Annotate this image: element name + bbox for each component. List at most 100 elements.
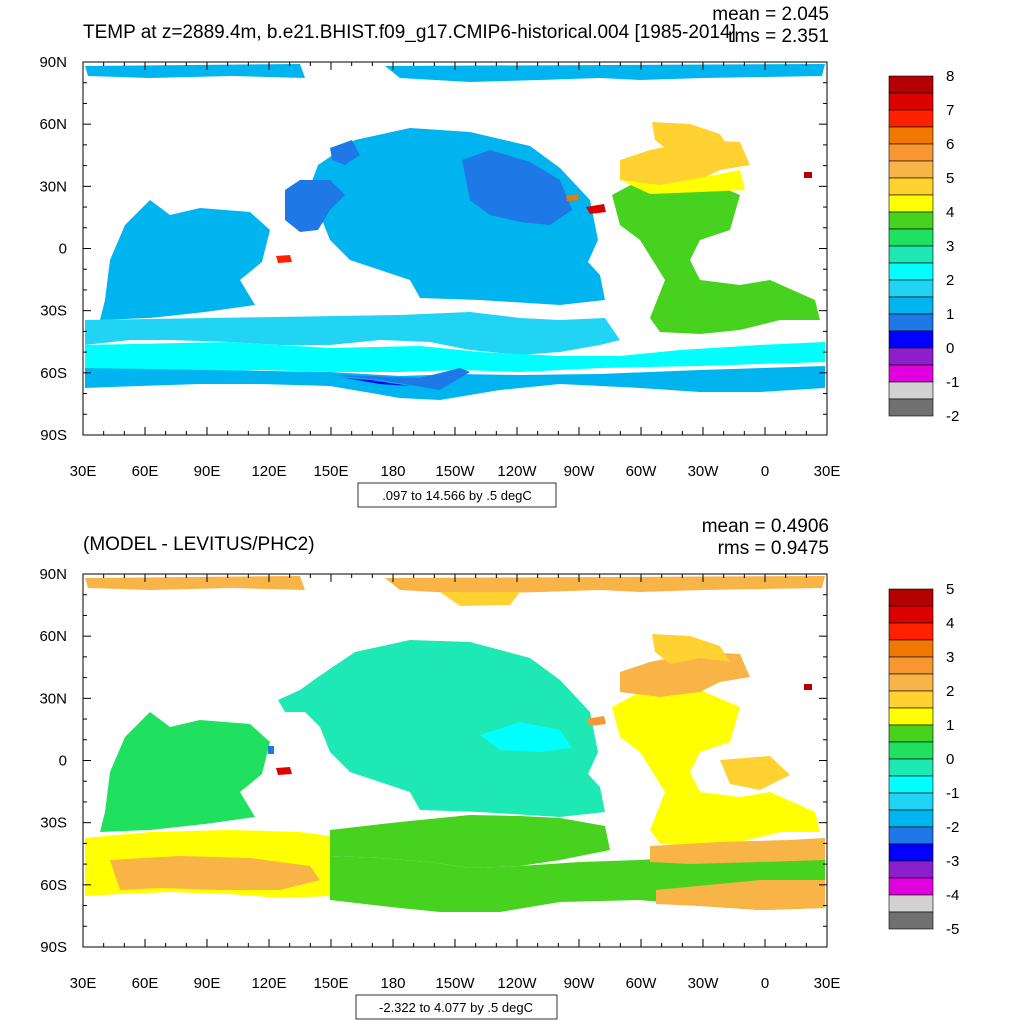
colorbar-swatch <box>888 724 934 743</box>
x-tick-label: 150W <box>435 975 475 992</box>
region-npacific-deep <box>462 150 572 225</box>
panel-1: TEMP at z=2889.4m, b.e21.BHIST.f09_g17.C… <box>39 4 959 508</box>
x-tick-label: 0 <box>761 463 769 480</box>
region-gulf <box>566 194 579 201</box>
panel-2: (MODEL - LEVITUS/PHC2) mean = 0.4906 rms… <box>39 516 959 1020</box>
region-southern-indian-warm <box>110 856 320 890</box>
region-antarctic-margin <box>85 366 825 400</box>
colorbar-swatch <box>888 758 934 777</box>
x-tick-label: 60W <box>626 463 658 480</box>
region-indian <box>100 200 270 320</box>
region-nw-marginal <box>285 180 345 232</box>
colorbar-label: -2 <box>946 408 959 425</box>
panel-1-range-label: .097 to 14.566 by .5 degC <box>382 488 532 503</box>
colorbar-swatch <box>888 656 934 675</box>
colorbar-swatch <box>888 75 934 94</box>
colorbar-swatch <box>888 347 934 366</box>
y-tick-label: 60N <box>39 628 67 645</box>
panel-2-frame: 30E 60E 90E 120E 150E 180 150W 120W 90W 60W 30W 0 30… <box>39 566 840 992</box>
colorbar-swatch <box>888 860 934 879</box>
panel-2-mean: mean = 0.4906 <box>702 516 829 537</box>
region-okhotsk <box>330 140 360 165</box>
y-tick-label: 60S <box>40 877 67 894</box>
colorbar-swatch <box>888 673 934 692</box>
colorbar-swatch <box>888 109 934 128</box>
colorbar-swatch <box>888 126 934 145</box>
region-labrador <box>620 652 750 697</box>
colorbar-label: -2 <box>946 819 959 836</box>
region-mediterranean <box>804 172 812 178</box>
panel-1-title: TEMP at z=2889.4m, b.e21.BHIST.f09_g17.C… <box>83 22 736 43</box>
colorbar-label: 2 <box>946 683 954 700</box>
colorbar-swatch <box>888 330 934 349</box>
x-tick-label: 30E <box>70 463 97 480</box>
x-tick-label: 90W <box>564 463 596 480</box>
region-arctic-yellow <box>440 592 520 606</box>
colorbar-label: 4 <box>946 204 954 221</box>
colorbar-swatch <box>888 622 934 641</box>
region-south-atlantic-warm <box>720 756 790 790</box>
colorbar-label: -1 <box>946 374 959 391</box>
region-arctic <box>85 576 305 590</box>
region-cold-spot <box>268 746 274 754</box>
region-greenland <box>652 634 730 664</box>
y-tick-label: 60N <box>39 116 67 133</box>
region-south-atlantic-band <box>650 838 825 864</box>
colorbar-label: -4 <box>946 887 959 904</box>
region-south-pacific <box>330 815 610 868</box>
y-tick-label: 90S <box>40 427 67 444</box>
colorbar-label: -5 <box>946 921 959 938</box>
region-ne-pacific <box>480 722 572 752</box>
y-tick-label: 90N <box>39 566 67 583</box>
y-tick-label: 90S <box>40 939 67 956</box>
colorbar-swatch <box>888 313 934 332</box>
colorbar-swatch <box>888 911 934 930</box>
colorbar-label: 2 <box>946 272 954 289</box>
y-tick-label: 0 <box>59 241 67 258</box>
x-tick-label: 120W <box>497 975 537 992</box>
colorbar-swatch <box>888 228 934 247</box>
colorbar-swatch <box>888 605 934 624</box>
x-tick-label: 30W <box>688 463 720 480</box>
region-warm-spot <box>276 255 292 263</box>
x-tick-label: 60E <box>132 975 159 992</box>
colorbar-label: 8 <box>946 68 954 85</box>
colorbar-swatch <box>888 877 934 896</box>
colorbar-label: 0 <box>946 751 954 768</box>
colorbar-swatch <box>888 639 934 658</box>
colorbar-label: 4 <box>946 615 954 632</box>
y-tick-label: 30N <box>39 178 67 195</box>
region-ross-sea <box>330 368 470 390</box>
x-tick-label: 60W <box>626 975 658 992</box>
panel-1-rms: rms = 2.351 <box>728 26 829 47</box>
region-southern-ocean <box>85 342 825 372</box>
colorbar-label: 0 <box>946 340 954 357</box>
colorbar-swatch <box>888 92 934 111</box>
panel-1-frame: 30E 60E 90E 120E 150E 180 150W 120W 90W 60W 30W 0 30… <box>39 54 840 480</box>
colorbar-swatch <box>888 707 934 726</box>
colorbar-swatch <box>888 398 934 417</box>
colorbar-label: 6 <box>946 136 954 153</box>
y-tick-label: 30S <box>40 303 67 320</box>
colorbar-swatch <box>888 296 934 315</box>
x-tick-label: 150E <box>313 463 348 480</box>
x-tick-label: 90E <box>194 975 221 992</box>
x-tick-label: 90W <box>564 975 596 992</box>
colorbar-swatch <box>888 245 934 264</box>
x-tick-label: 180 <box>380 463 405 480</box>
colorbar-label: 7 <box>946 102 954 119</box>
colorbar-label: 5 <box>946 170 954 187</box>
x-tick-label: 120E <box>251 975 286 992</box>
colorbar-swatch <box>888 211 934 230</box>
x-tick-label: 0 <box>761 975 769 992</box>
region-mediterranean <box>804 684 812 690</box>
region-arctic-east <box>385 64 825 82</box>
region-labrador <box>620 140 750 185</box>
colorbar-swatch <box>888 160 934 179</box>
x-tick-label: 180 <box>380 975 405 992</box>
region-ross-deep <box>345 378 410 386</box>
colorbar-swatch <box>888 894 934 913</box>
panel-1-colorbar: 8 7 6 5 4 3 2 1 0 -1 -2 <box>888 68 959 425</box>
colorbar-swatch <box>888 177 934 196</box>
